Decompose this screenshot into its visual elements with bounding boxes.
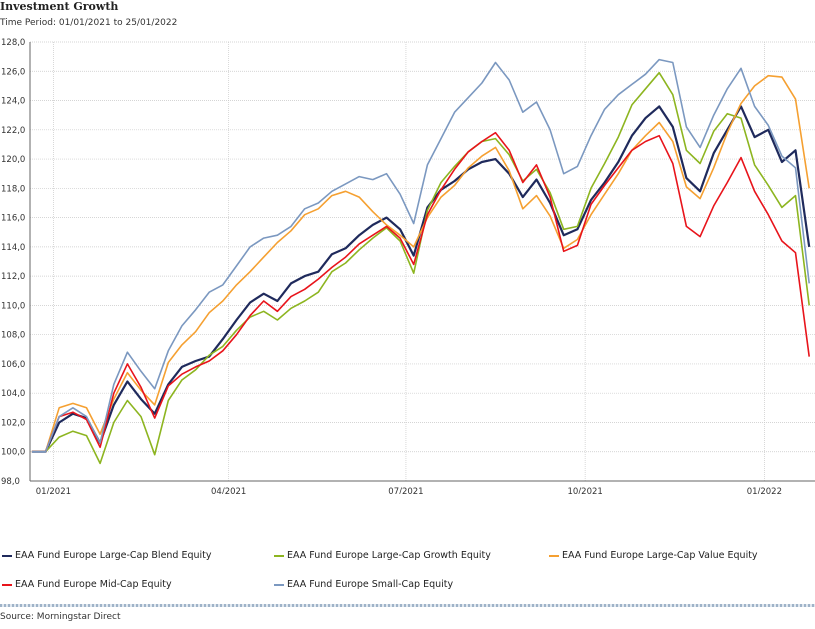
grid (30, 41, 815, 482)
footer-divider (0, 604, 815, 607)
y-tick-label: 98,0 (1, 477, 20, 487)
investment-growth-chart: 98,0 100,0 102,0 104,0 106,0 108,0 110,0 112,0 1… (1, 38, 815, 494)
legend-item-large-cap-blend: EAA Fund Europe Large-Cap Blend Equity (2, 550, 212, 561)
y-tick-label: 124,0 (1, 97, 25, 107)
legend-item-small-cap: EAA Fund Europe Small-Cap Equity (274, 579, 453, 590)
legend-item-large-cap-growth: EAA Fund Europe Large-Cap Growth Equity (274, 550, 491, 561)
chart-legend: EAA Fund Europe Large-Cap Blend Equity E… (0, 548, 815, 592)
legend-label: EAA Fund Europe Small-Cap Equity (287, 579, 454, 590)
y-tick-label: 102,0 (1, 418, 25, 428)
legend-item-large-cap-value: EAA Fund Europe Large-Cap Value Equity (549, 550, 758, 561)
axes: 98,0 100,0 102,0 104,0 106,0 108,0 110,0 112,0 1… (1, 38, 815, 494)
y-tick-label: 128,0 (1, 38, 25, 48)
x-tick-label: 10/2021 (567, 487, 602, 494)
y-tick-label: 122,0 (1, 126, 25, 136)
series-line-eaa-fund-europe-small-cap-equity (31, 58, 810, 453)
y-tick-label: 120,0 (1, 155, 25, 165)
legend-label: EAA Fund Europe Large-Cap Value Equity (562, 550, 758, 561)
x-tick-label: 01/2021 (36, 487, 71, 494)
y-tick-label: 104,0 (1, 389, 25, 399)
legend-swatch (549, 554, 559, 557)
y-tick-label: 106,0 (1, 360, 25, 370)
y-tick-label: 118,0 (1, 184, 25, 194)
legend-swatch (2, 583, 12, 586)
legend-label: EAA Fund Europe Mid-Cap Equity (15, 579, 172, 590)
series-line-eaa-fund-europe-mid-cap-equity (31, 131, 810, 453)
chart-title: Investment Growth (0, 0, 119, 13)
legend-label: EAA Fund Europe Large-Cap Growth Equity (287, 550, 491, 561)
chart-subtitle: Time Period: 01/01/2021 to 25/01/2022 (0, 18, 178, 28)
legend-label: EAA Fund Europe Large-Cap Blend Equity (15, 550, 212, 561)
legend-swatch (2, 554, 12, 557)
series-line-eaa-fund-europe-large-cap-value-equity (31, 74, 810, 453)
y-tick-label: 116,0 (1, 214, 25, 224)
y-tick-label: 112,0 (1, 272, 25, 282)
source-note: Source: Morningstar Direct (0, 612, 121, 622)
x-tick-label: 07/2021 (388, 487, 423, 494)
y-tick-label: 126,0 (1, 67, 25, 77)
legend-swatch (274, 554, 284, 557)
y-tick-label: 108,0 (1, 331, 25, 341)
y-tick-label: 114,0 (1, 243, 25, 253)
y-tick-label: 110,0 (1, 301, 25, 311)
series-line-eaa-fund-europe-large-cap-blend-equity (31, 105, 811, 453)
y-tick-label: 100,0 (1, 448, 25, 458)
x-tick-label: 01/2022 (747, 487, 782, 494)
x-tick-label: 04/2021 (211, 487, 246, 494)
legend-item-mid-cap: EAA Fund Europe Mid-Cap Equity (2, 579, 172, 590)
series-lines (31, 58, 811, 465)
legend-swatch (274, 583, 284, 586)
